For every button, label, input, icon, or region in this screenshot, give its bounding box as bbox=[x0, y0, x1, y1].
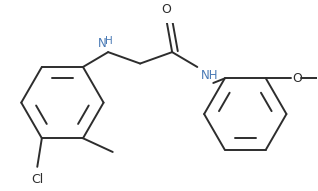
Text: H: H bbox=[105, 36, 113, 46]
Text: O: O bbox=[292, 72, 302, 85]
Text: Cl: Cl bbox=[31, 172, 43, 185]
Text: N: N bbox=[98, 37, 107, 50]
Text: NH: NH bbox=[201, 69, 218, 82]
Text: O: O bbox=[162, 2, 171, 15]
